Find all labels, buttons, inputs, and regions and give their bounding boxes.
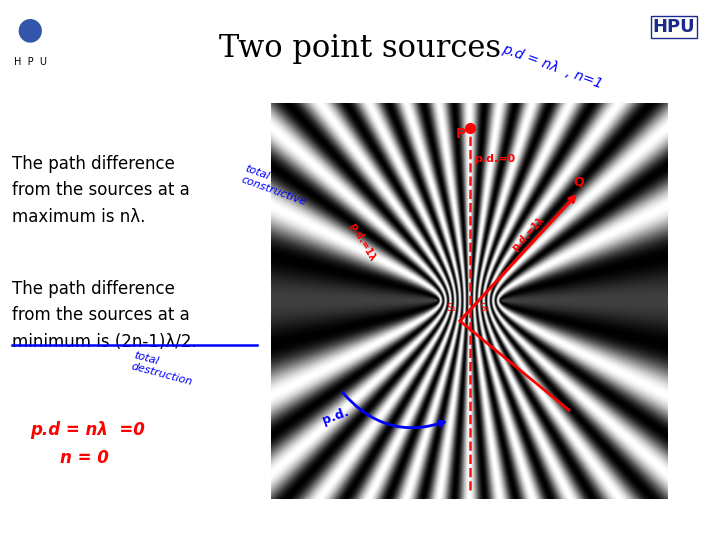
Text: n = 0: n = 0 bbox=[60, 449, 109, 467]
Text: p.d.=1λ: p.d.=1λ bbox=[347, 221, 377, 264]
Text: Two point sources: Two point sources bbox=[219, 32, 501, 64]
Text: H  P  U: H P U bbox=[14, 57, 47, 67]
Text: ●: ● bbox=[17, 16, 43, 44]
Text: Q: Q bbox=[573, 176, 584, 189]
Text: p.d = nλ  , n=1: p.d = nλ , n=1 bbox=[500, 42, 604, 91]
Text: p.d.=1λ: p.d.=1λ bbox=[510, 215, 546, 253]
Text: The path difference
from the sources at a
maximum is nλ.: The path difference from the sources at … bbox=[12, 155, 190, 226]
Text: total
destruction: total destruction bbox=[130, 350, 197, 387]
Text: The path difference
from the sources at a
minimum is (2n-1)λ/2.: The path difference from the sources at … bbox=[12, 280, 197, 351]
Text: S₂: S₂ bbox=[480, 303, 490, 313]
Text: P: P bbox=[456, 127, 466, 141]
Text: p.d.=0: p.d.=0 bbox=[474, 154, 515, 164]
Text: total
constructive: total constructive bbox=[240, 163, 312, 207]
Text: HPU: HPU bbox=[652, 18, 695, 36]
Text: p.d.: p.d. bbox=[321, 406, 351, 427]
Text: p.d = nλ  =0: p.d = nλ =0 bbox=[30, 421, 145, 439]
Text: S₁: S₁ bbox=[446, 303, 456, 313]
